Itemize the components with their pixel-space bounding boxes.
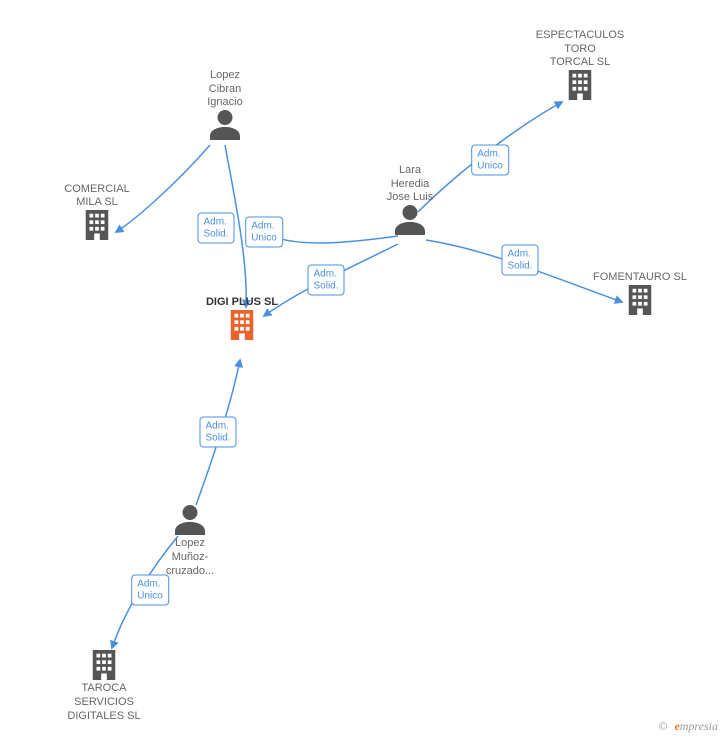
person-icon — [175, 110, 275, 140]
company-node: ESPECTACULOS TORO TORCAL SL — [530, 27, 630, 100]
edge-label: Adm. Solid. — [307, 265, 344, 296]
building-icon — [192, 310, 292, 340]
node-label: Lopez Cibran Ignacio — [175, 69, 275, 110]
edge-label: Adm. Unico — [245, 217, 283, 248]
person-icon — [140, 505, 240, 535]
edge-label: Adm. Solid. — [197, 213, 234, 244]
edge-label: Adm. Solid. — [501, 245, 538, 276]
building-icon — [47, 210, 147, 240]
edge-label: Adm. Solid. — [199, 417, 236, 448]
building-icon — [590, 285, 690, 315]
person-node: Lopez Cibran Ignacio — [175, 67, 275, 140]
attribution: © empresia — [658, 719, 718, 734]
edges-layer — [0, 0, 728, 740]
edge-label: Adm. Unico — [471, 145, 509, 176]
node-label: ESPECTACULOS TORO TORCAL SL — [530, 29, 630, 70]
company-node: FOMENTAURO SL — [590, 269, 690, 315]
node-label: Lopez Muñoz- cruzado... — [140, 537, 240, 578]
building-icon — [54, 650, 154, 680]
node-label: DIGI PLUS SL — [192, 296, 292, 310]
diagram-canvas: DIGI PLUS SL Lopez Cibran Ignacio Lara Her… — [0, 0, 728, 740]
copyright-symbol: © — [658, 719, 667, 733]
person-icon — [360, 205, 460, 235]
person-node: Lopez Muñoz- cruzado... — [140, 505, 240, 578]
node-label: COMERCIAL MILA SL — [47, 183, 147, 211]
building-icon — [530, 70, 630, 100]
person-node: Lara Heredia Jose Luis — [360, 162, 460, 235]
node-label: FOMENTAURO SL — [590, 271, 690, 285]
company-node: TAROCA SERVICIOS DIGITALES SL — [54, 650, 154, 723]
company-node: DIGI PLUS SL — [192, 294, 292, 340]
node-label: Lara Heredia Jose Luis — [360, 164, 460, 205]
company-node: COMERCIAL MILA SL — [47, 181, 147, 241]
edge-label: Adm. Unico — [131, 575, 169, 606]
node-label: TAROCA SERVICIOS DIGITALES SL — [54, 682, 154, 723]
brand-rest: mpresia — [680, 719, 718, 733]
